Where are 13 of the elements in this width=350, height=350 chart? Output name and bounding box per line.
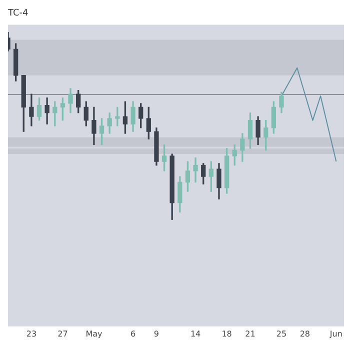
x-tick-label: 14	[190, 329, 201, 338]
x-tick-label: 27	[58, 329, 68, 338]
x-tick-label: 28	[300, 329, 310, 338]
x-tick-label: 6	[130, 329, 136, 338]
x-tick-label: 9	[154, 329, 160, 338]
x-tick-label: 25	[276, 329, 287, 338]
x-tick-label: Jun	[328, 329, 342, 338]
x-tick-label: May	[86, 329, 102, 338]
chart-title: TC-4	[7, 8, 28, 19]
x-tick-label: 21	[245, 329, 256, 338]
x-tick-label: 23	[26, 329, 37, 338]
candlestick	[193, 157, 198, 182]
x-tick-label: 18	[222, 329, 232, 338]
